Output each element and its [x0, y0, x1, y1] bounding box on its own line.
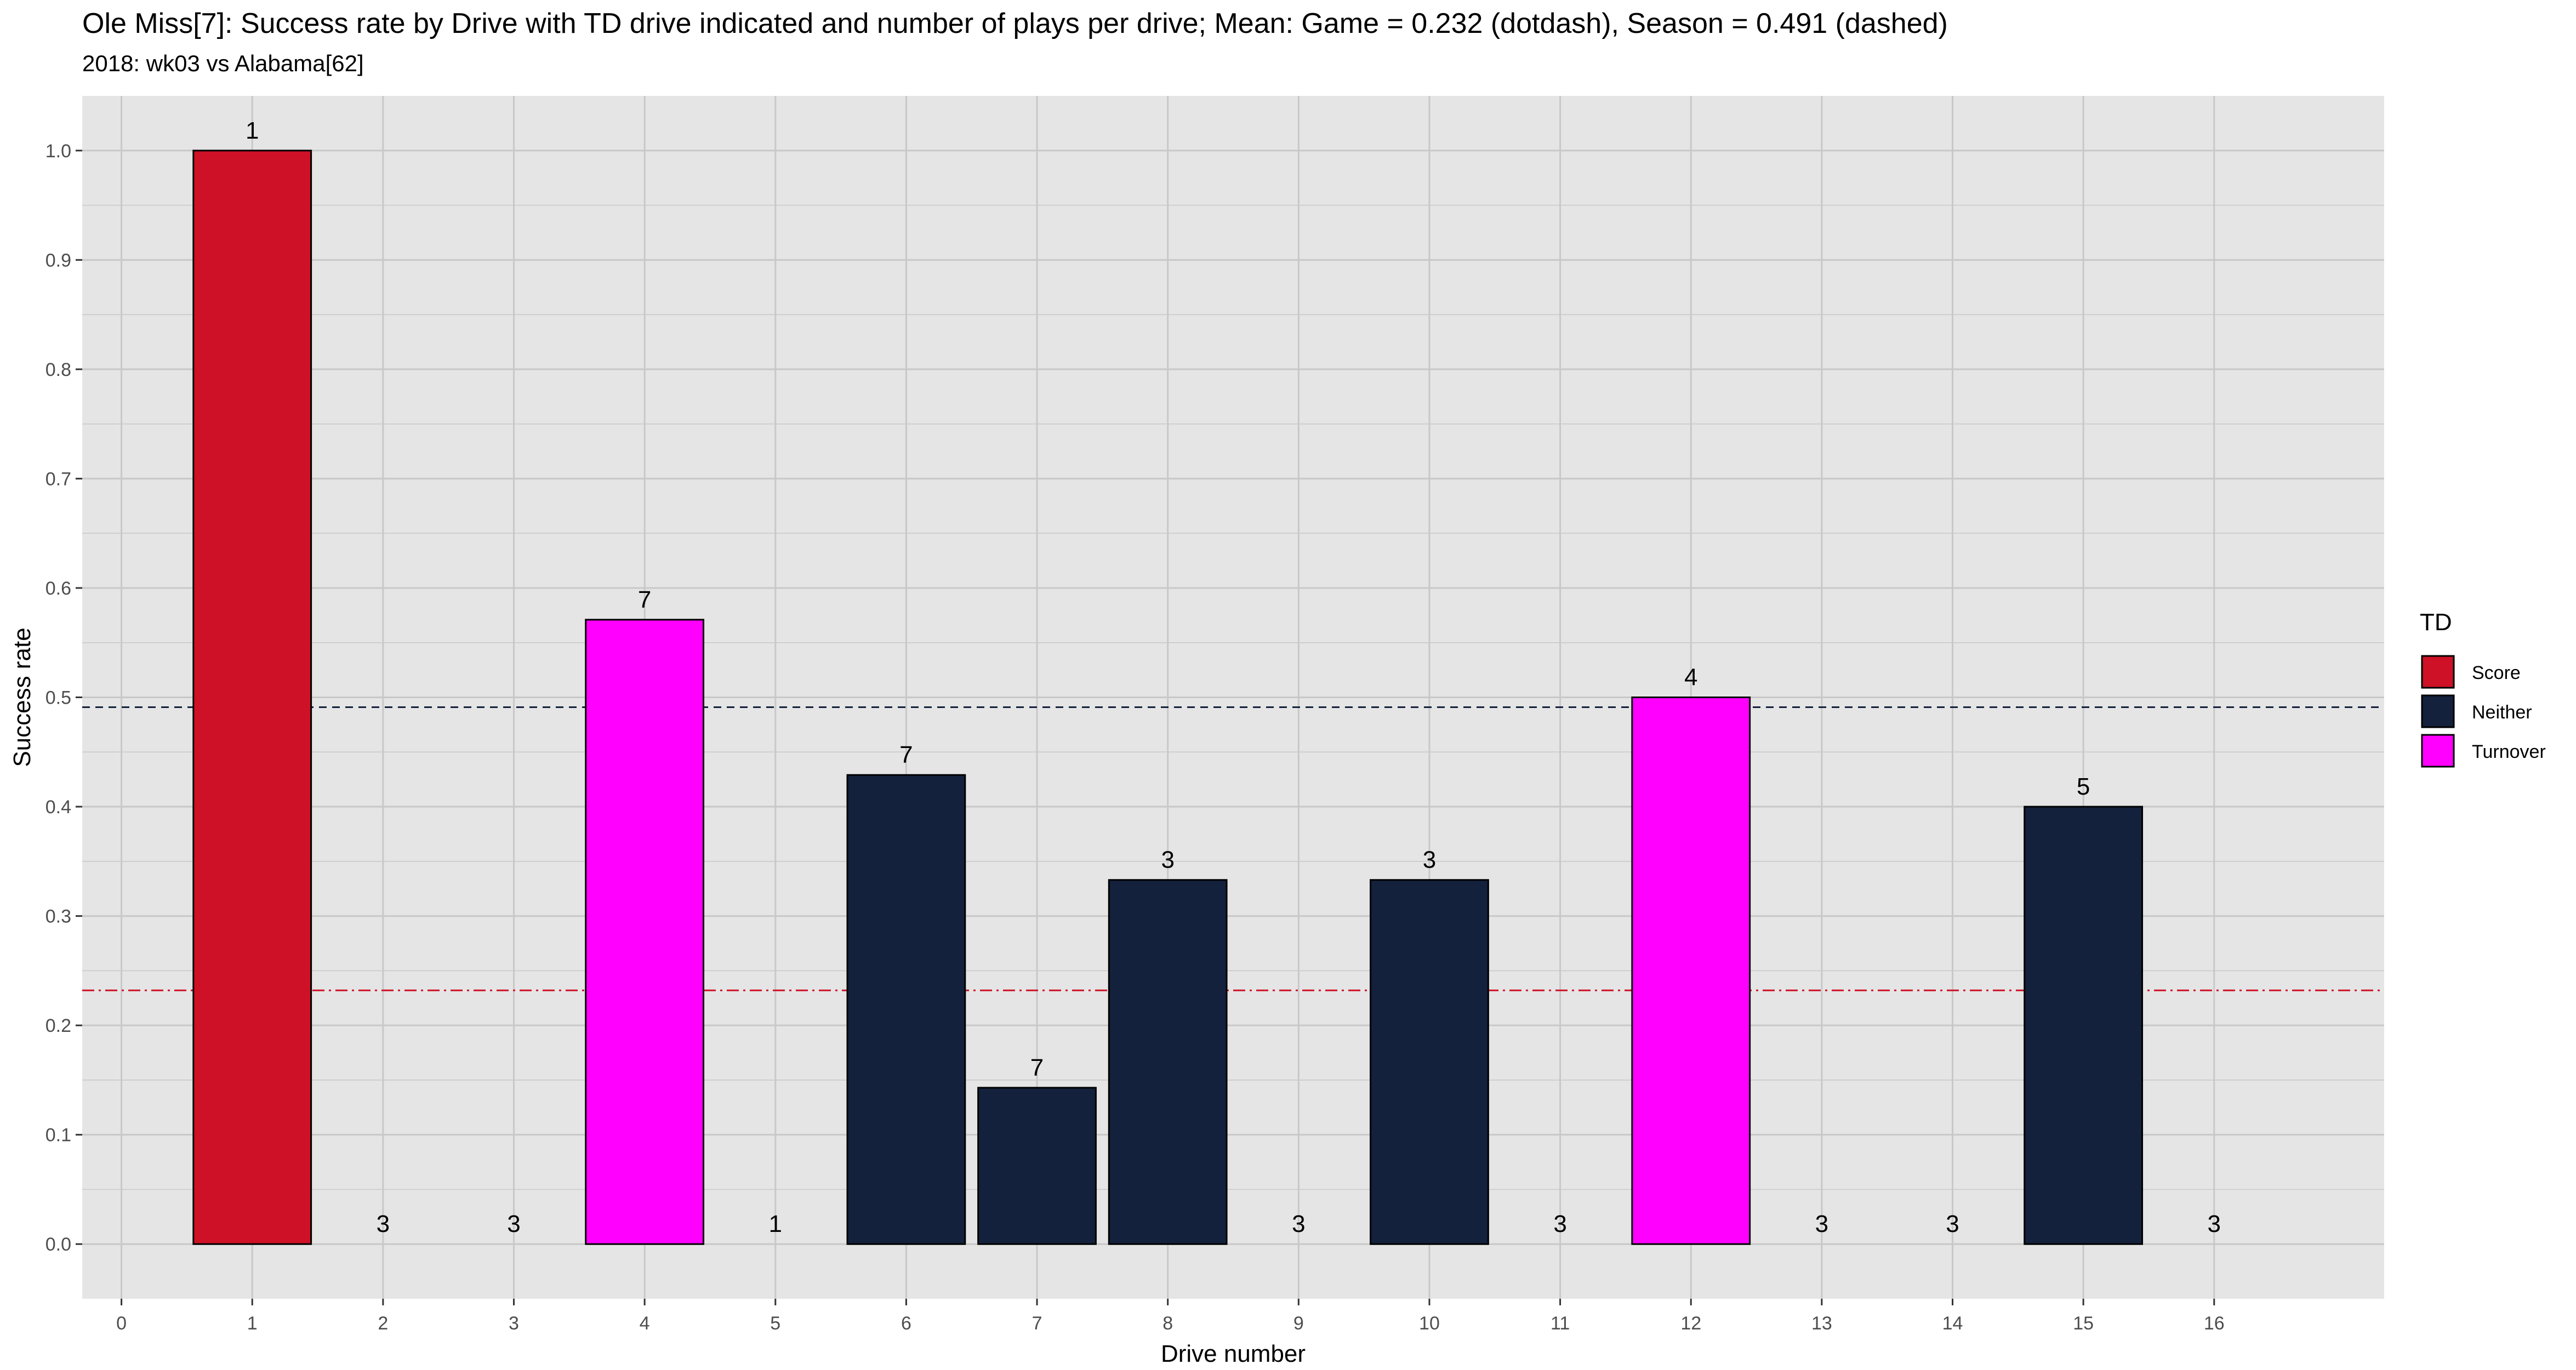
bar-label-drive-1: 1 [246, 117, 259, 144]
x-tick-label: 8 [1162, 1313, 1173, 1334]
x-tick-label: 16 [2204, 1313, 2225, 1334]
legend-swatch-score [2421, 655, 2455, 689]
bar-drive-10 [1370, 879, 1489, 1245]
bar-label-drive-12: 4 [1684, 664, 1697, 691]
bar-label-drive-4: 7 [638, 586, 651, 613]
chart-subtitle: 2018: wk03 vs Alabama[62] [82, 50, 364, 76]
y-tick-label: 0.7 [45, 469, 71, 489]
y-tick-label: 0.3 [45, 906, 71, 927]
bar-label-drive-5: 1 [769, 1211, 782, 1237]
x-tick-label: 14 [1942, 1313, 1963, 1334]
bar-drive-6 [846, 774, 966, 1245]
x-tick-label: 0 [116, 1313, 127, 1334]
legend-items: Score Neither Turnover [2421, 655, 2546, 768]
y-tick-label: 0.0 [45, 1234, 71, 1255]
bar-label-drive-14: 3 [1946, 1211, 1959, 1237]
bar-drive-4 [585, 619, 705, 1245]
bar-label-drive-10: 3 [1423, 847, 1436, 874]
bar-labels: 1 3 3 7 1 7 7 3 3 3 3 4 3 3 5 3 [246, 117, 2221, 1237]
y-axis: 0.0 0.1 0.2 0.3 0.4 0.5 0.6 0.7 0.8 0.9 1.0 [45, 141, 82, 1255]
x-tick-label: 9 [1293, 1313, 1304, 1334]
bar-drive-1 [192, 150, 312, 1245]
bar-label-drive-11: 3 [1553, 1211, 1566, 1237]
x-tick-label: 7 [1032, 1313, 1042, 1334]
bar-drive-12 [1631, 697, 1751, 1245]
x-axis-label: Drive number [1161, 1340, 1306, 1367]
y-tick-label: 0.2 [45, 1015, 71, 1036]
legend-label-neither: Neither [2472, 702, 2532, 723]
x-tick-label: 10 [1419, 1313, 1440, 1334]
bar-label-drive-8: 3 [1161, 847, 1174, 874]
bar-label-drive-7: 7 [1030, 1054, 1044, 1081]
bar-label-drive-16: 3 [2208, 1211, 2221, 1237]
chart-title: Ole Miss[7]: Success rate by Drive with … [82, 8, 1948, 39]
x-tick-label: 13 [1811, 1313, 1832, 1334]
bar-label-drive-13: 3 [1815, 1211, 1828, 1237]
bar-drive-15 [2024, 806, 2144, 1245]
y-axis-label: Success rate [9, 627, 36, 767]
bar-label-drive-15: 5 [2077, 773, 2090, 800]
bars [192, 150, 2144, 1245]
x-tick-label: 1 [247, 1313, 258, 1334]
bar-label-drive-3: 3 [507, 1211, 520, 1237]
legend-swatch-turnover [2421, 734, 2455, 768]
bar-label-drive-2: 3 [377, 1211, 390, 1237]
legend: TD Score Neither Turnover [2420, 609, 2546, 768]
x-axis: 0 1 2 3 4 5 6 7 8 9 10 11 12 13 14 15 16 [116, 1299, 2225, 1334]
y-tick-label: 0.6 [45, 578, 71, 599]
reference-lines [82, 706, 2384, 991]
y-tick-label: 0.9 [45, 250, 71, 271]
x-tick-label: 4 [640, 1313, 650, 1334]
bar-drive-8 [1108, 879, 1228, 1245]
x-tick-label: 2 [378, 1313, 388, 1334]
x-tick-label: 12 [1680, 1313, 1701, 1334]
bar-label-drive-9: 3 [1292, 1211, 1305, 1237]
x-tick-label: 5 [770, 1313, 780, 1334]
legend-label-score: Score [2472, 663, 2521, 683]
y-tick-label: 0.4 [45, 797, 71, 818]
legend-title: TD [2420, 609, 2452, 636]
y-tick-label: 0.8 [45, 359, 71, 380]
y-tick-label: 0.1 [45, 1125, 71, 1146]
x-tick-label: 11 [1551, 1313, 1570, 1334]
minor-gridlines [82, 204, 2384, 1190]
x-tick-label: 3 [509, 1313, 519, 1334]
bar-drive-7 [977, 1087, 1097, 1245]
y-tick-label: 0.5 [45, 688, 71, 709]
legend-swatch-neither [2421, 694, 2455, 728]
x-tick-label: 6 [901, 1313, 911, 1334]
x-tick-label: 15 [2073, 1313, 2094, 1334]
y-tick-label: 1.0 [45, 141, 71, 162]
bar-label-drive-6: 7 [899, 741, 913, 768]
legend-label-turnover: Turnover [2472, 741, 2546, 762]
